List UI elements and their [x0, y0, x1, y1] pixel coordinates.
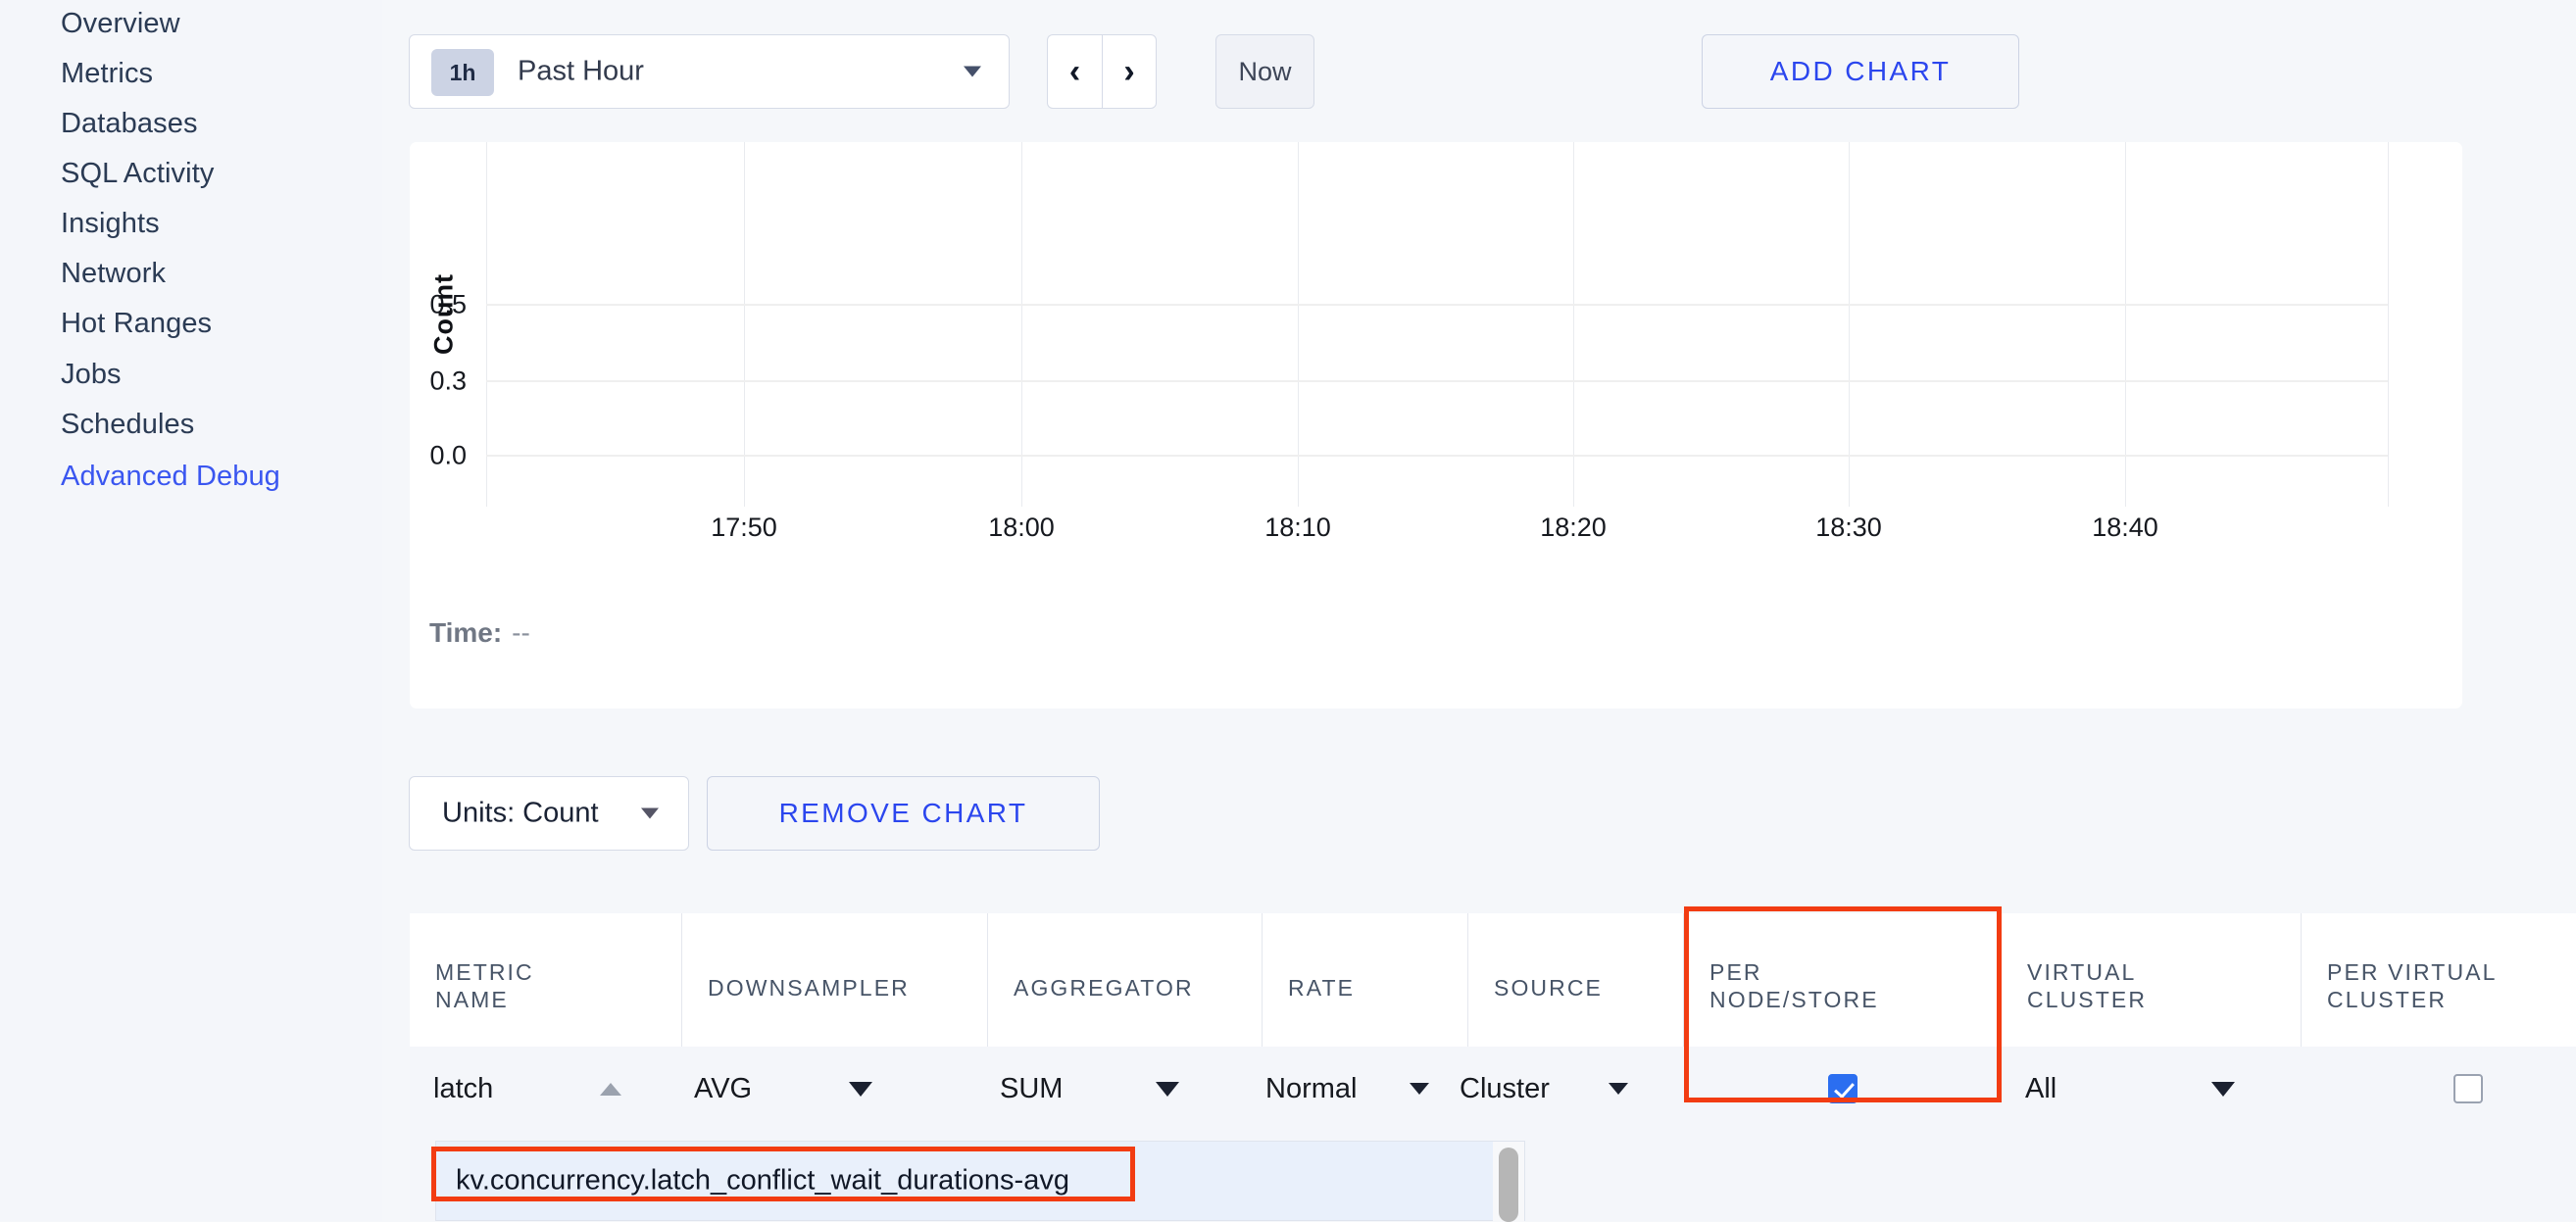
chart-time-readout-label: Time: — [429, 617, 503, 648]
column-header-metric-name[interactable]: METRIC NAME — [410, 913, 682, 1047]
time-range-select[interactable]: 1h Past Hour — [409, 34, 1010, 109]
column-header-downsampler[interactable]: DOWNSAMPLER — [682, 913, 988, 1047]
chart-xtick: 18:10 — [1264, 513, 1331, 542]
sidebar-item-metrics[interactable]: Metrics — [61, 58, 154, 89]
sidebar-item-advanced-debug[interactable]: Advanced Debug — [61, 461, 280, 492]
source-dropdown-toggle[interactable] — [1602, 1047, 1635, 1131]
column-header-source[interactable]: SOURCE — [1468, 913, 1684, 1047]
triangle-down-icon — [849, 1081, 872, 1097]
column-header-aggregator[interactable]: AGGREGATOR — [988, 913, 1263, 1047]
column-header-per-virtual-cluster[interactable]: PER VIRTUAL CLUSTER — [2302, 913, 2576, 1047]
chart-vgridline — [2125, 142, 2126, 507]
column-header-line: PER — [1709, 959, 1762, 985]
time-range-label: Past Hour — [518, 55, 644, 87]
chart-ytick: 0.5 — [429, 289, 467, 319]
chevron-right-icon[interactable]: › — [1102, 34, 1157, 109]
checkbox-unchecked-icon[interactable] — [2453, 1074, 2483, 1103]
column-header-line: CLUSTER — [2027, 987, 2148, 1013]
chevron-left-icon[interactable]: ‹ — [1047, 34, 1102, 109]
chart-vgridline — [1849, 142, 1850, 507]
chart-hgridline — [486, 304, 2388, 306]
triangle-down-icon — [2211, 1081, 2235, 1097]
toolbar: 1h Past Hour ‹ › Now ADD CHART — [0, 0, 2576, 137]
time-range-badge: 1h — [431, 49, 494, 96]
column-header-virtual-cluster[interactable]: VIRTUAL CLUSTER — [2002, 913, 2302, 1047]
chart-xtick: 18:00 — [988, 513, 1055, 542]
chart-hgridline — [486, 380, 2388, 382]
cell-source[interactable]: Cluster — [1460, 1072, 1550, 1104]
column-header-line: METRIC — [435, 959, 534, 985]
chevron-down-icon — [641, 807, 659, 819]
chevron-down-icon — [964, 66, 981, 77]
chart-plot-area[interactable]: 0.5 0.3 0.0 17:50 18:00 18:10 18:20 18:3… — [410, 142, 2462, 573]
column-header-line: NAME — [435, 987, 509, 1013]
units-select[interactable]: Units: Count — [409, 776, 689, 851]
sidebar-item-schedules[interactable]: Schedules — [61, 409, 195, 440]
column-header-line: AGGREGATOR — [1014, 975, 1194, 1001]
chart-ytick: 0.3 — [429, 366, 467, 396]
chart-vgridline — [1021, 142, 1022, 507]
metric-name-dropdown-list[interactable]: kv.concurrency.latch_conflict_wait_durat… — [435, 1141, 1525, 1222]
sidebar-item-sql-activity[interactable]: SQL Activity — [61, 158, 215, 189]
dropdown-scrollbar[interactable] — [1493, 1142, 1524, 1222]
now-button[interactable]: Now — [1215, 34, 1314, 109]
sidebar-item-databases[interactable]: Databases — [61, 108, 198, 139]
chart-xtick: 17:50 — [711, 513, 777, 542]
chart-ytick: 0.0 — [429, 440, 467, 470]
column-header-line: DOWNSAMPLER — [708, 975, 910, 1001]
column-header-per-node-store[interactable]: PER NODE/STORE — [1684, 913, 2002, 1047]
column-header-line: PER VIRTUAL — [2327, 959, 2498, 985]
sidebar-item-hot-ranges[interactable]: Hot Ranges — [61, 308, 213, 339]
sort-ascending-icon[interactable] — [591, 1047, 630, 1131]
chart-vgridline — [1573, 142, 1574, 507]
sidebar-item-network[interactable]: Network — [61, 258, 167, 289]
column-header-line: SOURCE — [1494, 975, 1604, 1001]
column-header-line: CLUSTER — [2327, 987, 2448, 1013]
sidebar: Overview Metrics Databases SQL Activity … — [0, 0, 382, 1221]
downsampler-dropdown-toggle[interactable] — [841, 1047, 880, 1131]
units-label: Units: Count — [442, 797, 599, 829]
chart-vgridline — [2388, 142, 2389, 507]
cell-rate[interactable]: Normal — [1265, 1072, 1358, 1104]
chart-vgridline — [744, 142, 745, 507]
triangle-down-icon — [1156, 1081, 1179, 1097]
cell-aggregator[interactable]: SUM — [1000, 1072, 1064, 1104]
column-header-rate[interactable]: RATE — [1263, 913, 1468, 1047]
column-header-line: NODE/STORE — [1709, 987, 1879, 1013]
cell-downsampler[interactable]: AVG — [694, 1072, 753, 1104]
rate-dropdown-toggle[interactable] — [1403, 1047, 1436, 1131]
chart-time-readout-value: -- — [512, 617, 530, 648]
virtual-cluster-dropdown-toggle[interactable] — [2204, 1047, 2243, 1131]
add-chart-button[interactable]: ADD CHART — [1702, 34, 2019, 109]
metric-name-dropdown-option[interactable]: kv.concurrency.latch_conflict_wait_durat… — [456, 1164, 1069, 1197]
cell-per-node-store-checkbox[interactable] — [1684, 1047, 2002, 1131]
chart-vgridline — [486, 142, 487, 507]
triangle-down-icon — [1609, 1083, 1628, 1095]
chart-xtick: 18:40 — [2092, 513, 2158, 542]
triangle-up-icon — [600, 1082, 621, 1096]
sidebar-item-jobs[interactable]: Jobs — [61, 359, 122, 390]
chart-panel: 0.5 0.3 0.0 17:50 18:00 18:10 18:20 18:3… — [410, 142, 2462, 709]
cell-per-virtual-cluster-checkbox[interactable] — [2331, 1047, 2576, 1131]
checkbox-checked-icon[interactable] — [1828, 1074, 1858, 1103]
cell-metric-name[interactable]: latch — [433, 1072, 494, 1104]
sidebar-item-insights[interactable]: Insights — [61, 208, 160, 239]
column-header-line: RATE — [1288, 975, 1356, 1001]
chart-xtick: 18:30 — [1815, 513, 1882, 542]
chart-time-readout: Time: -- — [429, 617, 530, 649]
table-header-row: METRIC NAME DOWNSAMPLER AGGREGATOR RATE … — [410, 913, 2576, 1047]
dropdown-scrollbar-thumb[interactable] — [1499, 1148, 1518, 1222]
sidebar-item-overview[interactable]: Overview — [61, 8, 180, 39]
chart-hgridline — [486, 455, 2388, 457]
triangle-down-icon — [1410, 1083, 1429, 1095]
cell-virtual-cluster[interactable]: All — [2025, 1072, 2057, 1104]
aggregator-dropdown-toggle[interactable] — [1148, 1047, 1187, 1131]
remove-chart-button[interactable]: REMOVE CHART — [707, 776, 1100, 851]
chart-vgridline — [1298, 142, 1299, 507]
column-header-line: VIRTUAL — [2027, 959, 2137, 985]
chart-xtick: 18:20 — [1540, 513, 1607, 542]
chart-y-axis-label: Count — [428, 273, 459, 355]
